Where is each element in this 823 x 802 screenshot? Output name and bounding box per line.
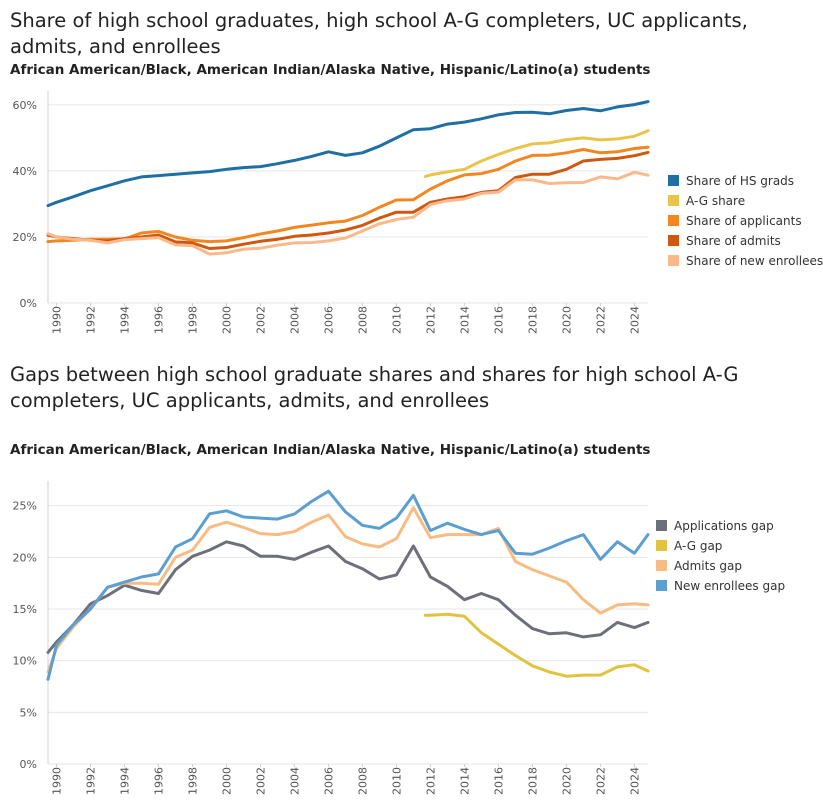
x-tick-label: 2014 [458, 767, 471, 795]
series-line [423, 129, 650, 178]
x-tick-label: 2010 [390, 306, 403, 334]
x-tick-label: 1990 [50, 306, 63, 334]
series-line [46, 489, 650, 681]
x-tick-label: 2022 [594, 306, 607, 334]
legend-label: Share of applicants [686, 214, 802, 228]
x-tick-label: 1992 [84, 306, 97, 334]
series-line [46, 170, 650, 256]
x-tick-label: 2004 [288, 767, 301, 795]
legend-swatch [656, 520, 667, 531]
legend-label: Share of new enrollees [686, 254, 823, 268]
legend-label: Share of admits [686, 234, 781, 248]
y-tick-label: 20% [13, 231, 37, 244]
legend-swatch [668, 195, 679, 206]
series-line [46, 145, 650, 244]
x-tick-label: 2012 [424, 767, 437, 795]
x-tick-label: 1998 [186, 767, 199, 795]
x-tick-label: 2012 [424, 306, 437, 334]
x-tick-label: 2000 [220, 306, 233, 334]
x-tick-label: 1992 [84, 767, 97, 795]
series-line [423, 612, 650, 678]
chart-1-title: Share of high school graduates, high sch… [10, 9, 748, 58]
y-tick-label: 5% [20, 706, 37, 719]
x-tick-label: 1990 [50, 767, 63, 795]
x-tick-label: 1998 [186, 306, 199, 334]
series-line [46, 100, 650, 208]
y-tick-label: 0% [20, 758, 37, 771]
y-tick-label: 15% [13, 603, 37, 616]
x-tick-label: 2008 [356, 306, 369, 334]
x-tick-label: 2000 [220, 767, 233, 795]
x-tick-label: 2002 [254, 767, 267, 795]
legend-label: Applications gap [674, 519, 774, 533]
x-tick-label: 2004 [288, 306, 301, 334]
series-line [46, 540, 650, 654]
x-tick-label: 2016 [492, 767, 505, 795]
x-tick-label: 1996 [152, 767, 165, 795]
legend-swatch [656, 540, 667, 551]
x-tick-label: 1996 [152, 306, 165, 334]
legend-label: A-G gap [674, 539, 722, 553]
x-tick-label: 2022 [594, 767, 607, 795]
legend-swatch [656, 560, 667, 571]
x-tick-label: 2016 [492, 306, 505, 334]
x-tick-label: 2006 [322, 306, 335, 334]
x-tick-label: 2006 [322, 767, 335, 795]
legend-label: A-G share [686, 194, 745, 208]
x-tick-label: 2002 [254, 306, 267, 334]
x-tick-label: 2020 [560, 306, 573, 334]
x-tick-label: 2020 [560, 767, 573, 795]
chart-1-subtitle: African American/Black, American Indian/… [10, 62, 651, 78]
x-tick-label: 2018 [526, 767, 539, 795]
y-tick-label: 0% [20, 297, 37, 310]
y-tick-label: 20% [13, 551, 37, 564]
legend-label: New enrollees gap [674, 579, 785, 593]
legend-swatch [668, 255, 679, 266]
x-tick-label: 2008 [356, 767, 369, 795]
legend-swatch [656, 580, 667, 591]
legend-swatch [668, 235, 679, 246]
x-tick-label: 2018 [526, 306, 539, 334]
x-tick-label: 1994 [118, 767, 131, 795]
x-tick-label: 2010 [390, 767, 403, 795]
legend-label: Share of HS grads [686, 174, 794, 188]
series-line [46, 506, 650, 674]
y-tick-label: 60% [13, 99, 37, 112]
y-tick-label: 40% [13, 165, 37, 178]
x-tick-label: 2014 [458, 306, 471, 334]
series-line [46, 150, 650, 250]
y-tick-label: 10% [13, 655, 37, 668]
chart-2-title: Gaps between high school graduate shares… [10, 363, 739, 412]
legend-label: Admits gap [674, 559, 742, 573]
x-tick-label: 2024 [628, 767, 641, 795]
x-tick-label: 2024 [628, 306, 641, 334]
y-tick-label: 25% [13, 500, 37, 513]
legend-swatch [668, 215, 679, 226]
legend-swatch [668, 175, 679, 186]
x-tick-label: 1994 [118, 306, 131, 334]
chart-2-subtitle: African American/Black, American Indian/… [10, 442, 651, 458]
